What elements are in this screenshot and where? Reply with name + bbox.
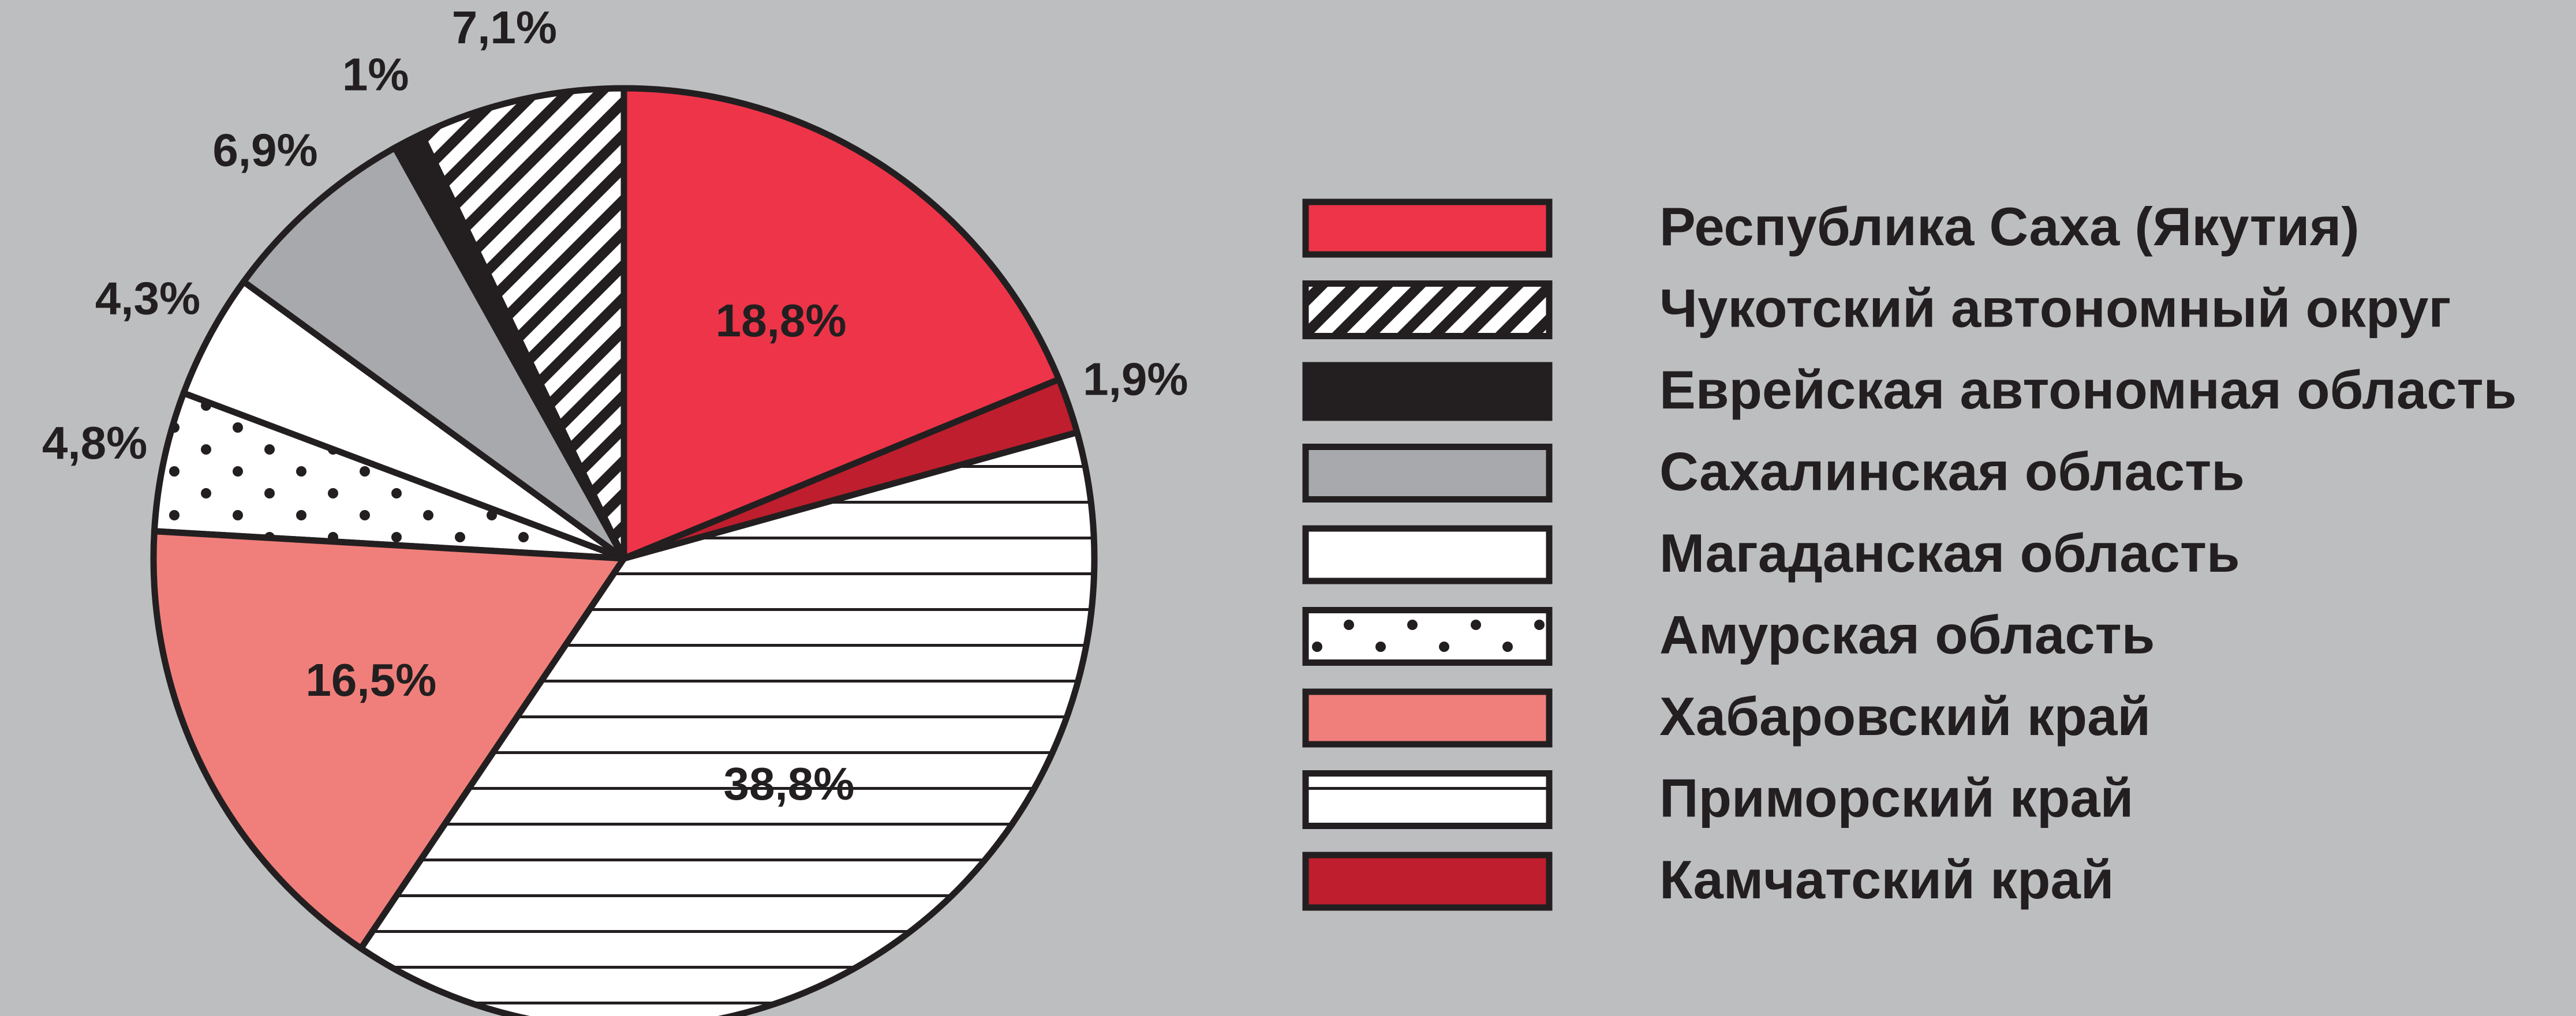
legend-swatch bbox=[1302, 852, 1553, 911]
data-label: 18,8% bbox=[716, 295, 847, 346]
legend-label: Амурская область bbox=[1659, 604, 2155, 665]
legend-swatch bbox=[1302, 362, 1553, 421]
pie-slice bbox=[620, 85, 1063, 562]
legend-label: Сахалинская область bbox=[1659, 441, 2245, 501]
data-label: 7,1% bbox=[452, 2, 557, 53]
legend-swatch bbox=[1302, 607, 1553, 666]
legend-swatch bbox=[1302, 280, 1553, 339]
data-label: 1% bbox=[342, 49, 409, 100]
legend-label: Камчатский край bbox=[1659, 849, 2114, 910]
legend-label: Республика Саха (Якутия) bbox=[1659, 196, 2360, 257]
legend-swatch bbox=[1302, 198, 1553, 258]
data-label: 6,9% bbox=[212, 125, 317, 176]
pie-slice bbox=[418, 85, 627, 562]
pie bbox=[150, 85, 1098, 1016]
legend-swatch bbox=[1302, 444, 1553, 503]
data-label: 38,8% bbox=[724, 758, 855, 809]
pie-slice bbox=[180, 278, 627, 562]
pie-slice bbox=[151, 389, 627, 562]
pie-slice bbox=[240, 144, 627, 562]
legend-label: Еврейская автономная область bbox=[1659, 359, 2517, 420]
legend-swatch bbox=[1302, 688, 1553, 748]
legend-label: Приморский край bbox=[1659, 767, 2133, 828]
pie-slice bbox=[357, 429, 1098, 1016]
legend: 18,8% 7,1% 1% 6,9% 4,3% 4,8% 16,5% 38,8% 1,9% Рес… bbox=[42, 2, 2517, 911]
pie-slice bbox=[150, 528, 627, 952]
legend-swatch bbox=[1302, 525, 1553, 584]
data-label: 4,3% bbox=[95, 272, 200, 324]
data-label: 16,5% bbox=[305, 654, 436, 706]
pie-slice bbox=[620, 376, 1081, 562]
data-label: 1,9% bbox=[1083, 353, 1188, 404]
legend-label: Чукотский автономный округ bbox=[1659, 278, 2451, 338]
legend-swatch bbox=[1302, 770, 1553, 829]
legend-label: Магаданская область bbox=[1659, 523, 2240, 583]
data-label: 4,8% bbox=[42, 417, 147, 468]
legend-label: Хабаровский край bbox=[1659, 686, 2151, 747]
